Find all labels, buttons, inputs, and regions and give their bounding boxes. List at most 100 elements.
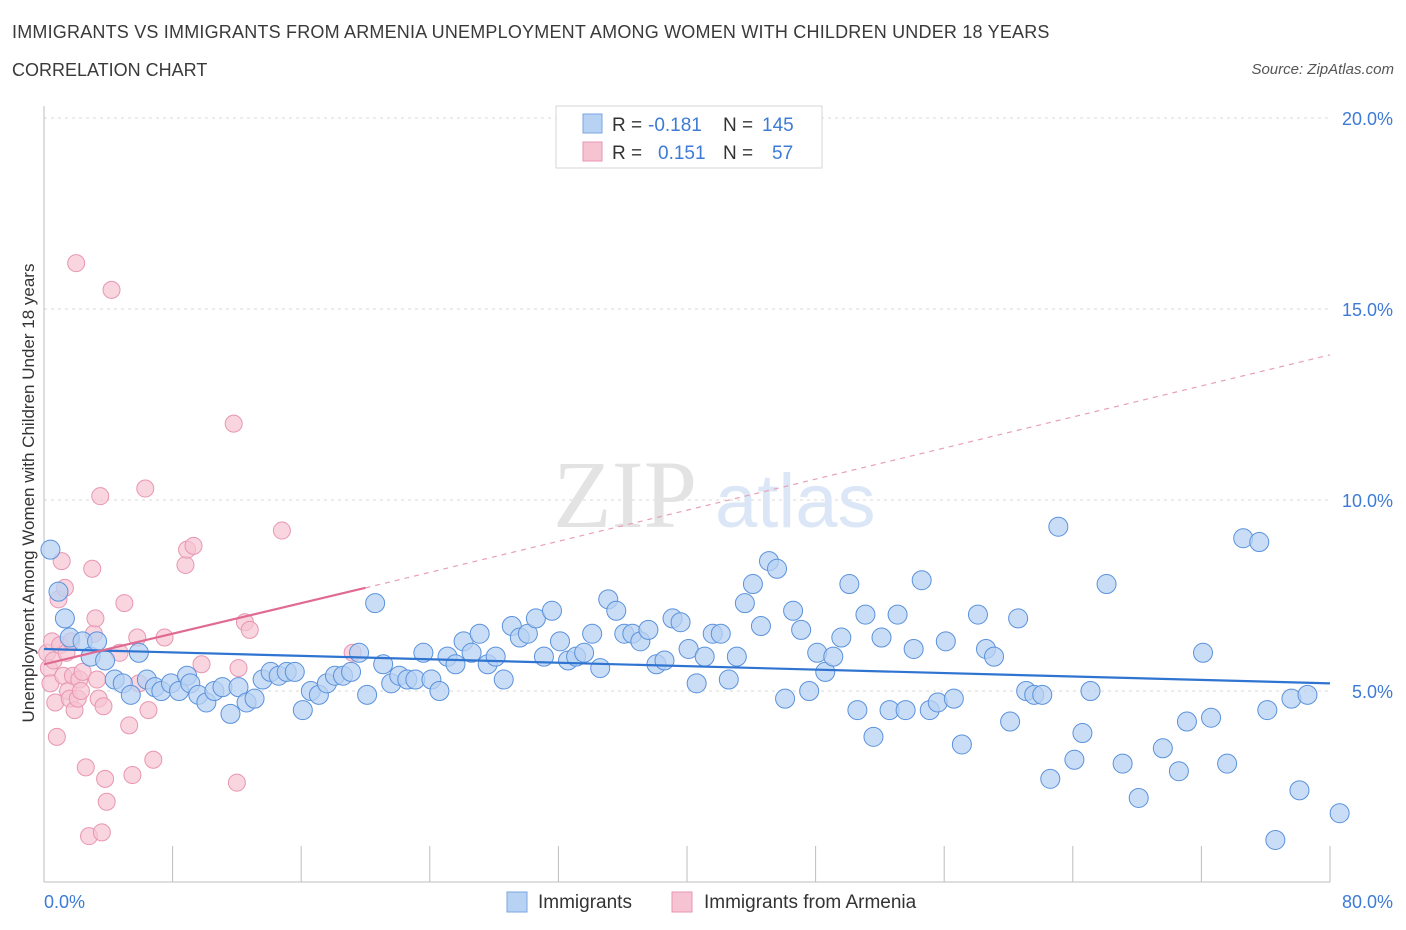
armenia-point xyxy=(102,280,121,299)
immigrants-point xyxy=(750,616,771,637)
armenia-point xyxy=(229,659,248,678)
immigrants-point xyxy=(1201,707,1222,728)
tick-labels: 5.0% 10.0% 15.0% 20.0% 0.0% 80.0% xyxy=(44,109,1393,912)
legend-n-label-1: N = xyxy=(723,115,753,136)
y-axis-label: Unemployment Among Women with Children U… xyxy=(19,264,38,723)
legend-r-label-1: R = xyxy=(612,115,642,136)
immigrants-point xyxy=(734,593,755,614)
armenia-points xyxy=(38,254,362,846)
armenia-point xyxy=(83,559,102,578)
immigrants-point xyxy=(582,623,603,644)
armenia-point xyxy=(71,682,90,700)
immigrants-point xyxy=(429,681,450,701)
immigrants-trend-line xyxy=(43,647,1331,685)
armenia-point xyxy=(67,254,86,273)
series-label-armenia: Immigrants from Armenia xyxy=(704,892,917,913)
immigrants-point xyxy=(493,669,514,690)
immigrants-point xyxy=(485,646,506,667)
armenia-point xyxy=(92,823,111,842)
immigrants-point xyxy=(694,646,715,667)
chart-subtitle: CORRELATION CHART xyxy=(12,60,208,80)
legend-r-label-2: R = xyxy=(612,143,642,164)
x-tick-label-max: 80.0% xyxy=(1342,892,1393,912)
legend-swatch-pink xyxy=(582,141,603,162)
immigrants-point xyxy=(373,654,394,675)
armenia-point xyxy=(227,773,246,792)
immigrants-point xyxy=(1176,711,1197,732)
legend-swatch-blue xyxy=(582,113,603,134)
immigrants-point xyxy=(887,604,908,625)
immigrants-point xyxy=(855,604,876,625)
immigrants-point xyxy=(1072,723,1093,744)
immigrants-point xyxy=(349,642,370,663)
immigrants-point xyxy=(1096,574,1117,595)
immigrants-point xyxy=(678,638,699,659)
immigrants-point xyxy=(525,608,546,629)
immigrants-point xyxy=(365,593,386,614)
armenia-point xyxy=(144,750,163,769)
armenia-point xyxy=(97,792,116,811)
armenia-point xyxy=(176,555,195,574)
legend-r-value-2: 0.151 xyxy=(658,143,706,164)
series-legend: Immigrants Immigrants from Armenia xyxy=(506,891,917,913)
watermark-atlas: atlas xyxy=(715,459,876,544)
immigrants-point xyxy=(341,661,362,682)
immigrants-point xyxy=(943,688,964,709)
immigrants-point xyxy=(54,608,75,629)
watermark-zip: ZIP xyxy=(553,441,697,548)
y-tick-label: 15.0% xyxy=(1342,300,1393,320)
immigrants-point xyxy=(903,638,924,659)
immigrants-point xyxy=(357,684,378,705)
series-swatch-armenia xyxy=(671,891,693,913)
immigrants-point xyxy=(220,703,241,724)
immigrants-point xyxy=(1040,768,1061,789)
armenia-point xyxy=(139,701,158,720)
immigrants-point xyxy=(1289,780,1310,801)
immigrants-point xyxy=(799,681,820,701)
y-tick-label: 20.0% xyxy=(1342,109,1393,129)
legend-n-label-2: N = xyxy=(723,143,753,164)
immigrants-point xyxy=(1329,803,1350,824)
armenia-point xyxy=(73,662,92,681)
immigrants-point xyxy=(670,612,691,633)
armenia-point xyxy=(123,766,142,785)
immigrants-point xyxy=(654,650,675,671)
immigrants-point xyxy=(951,734,972,755)
immigrants-point xyxy=(783,600,804,621)
armenia-point xyxy=(192,655,211,674)
immigrants-point xyxy=(911,570,932,591)
gridlines xyxy=(44,117,1330,692)
armenia-point xyxy=(91,487,110,506)
immigrants-point xyxy=(292,700,313,721)
armenia-point xyxy=(88,670,107,689)
immigrants-point xyxy=(767,558,788,579)
immigrants-point xyxy=(1032,684,1053,705)
legend-n-value-2: 57 xyxy=(772,143,793,164)
immigrants-point xyxy=(95,650,116,671)
immigrants-point xyxy=(128,642,149,663)
immigrants-point xyxy=(1168,761,1189,782)
armenia-point xyxy=(115,594,134,613)
immigrants-point xyxy=(871,627,892,648)
immigrants-point xyxy=(413,642,434,663)
x-tick-label-min: 0.0% xyxy=(44,892,85,912)
immigrants-point xyxy=(606,600,627,621)
series-label-immigrants: Immigrants xyxy=(538,892,632,913)
immigrants-point xyxy=(1080,681,1101,701)
immigrants-point xyxy=(1128,787,1149,808)
armenia-point xyxy=(240,620,259,639)
immigrants-point xyxy=(87,631,108,652)
chart-title: IMMIGRANTS VS IMMIGRANTS FROM ARMENIA UN… xyxy=(12,22,1050,42)
immigrants-point xyxy=(1193,642,1214,663)
immigrants-point xyxy=(1152,738,1173,759)
immigrants-point xyxy=(1249,532,1270,553)
immigrants-point xyxy=(445,654,466,675)
immigrants-point xyxy=(1112,753,1133,774)
armenia-point xyxy=(272,521,291,540)
immigrants-point xyxy=(1064,749,1085,770)
armenia-point xyxy=(47,727,66,746)
immigrants-point xyxy=(847,700,868,721)
correlation-legend: R = -0.181 N = 145 R = 0.151 N = 57 xyxy=(555,105,823,169)
immigrants-point xyxy=(984,646,1005,667)
immigrants-points xyxy=(40,516,1350,850)
